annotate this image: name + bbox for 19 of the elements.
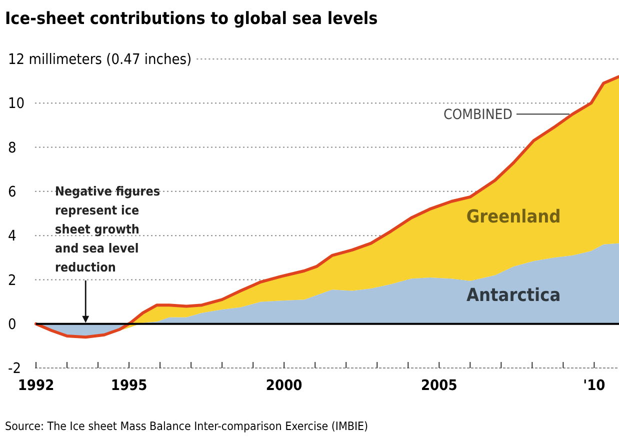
series-label: Antarctica xyxy=(466,285,561,306)
y-tick-label: -2 xyxy=(8,361,22,378)
source-note: Source: The Ice sheet Mass Balance Inter-comparison Exercise (IMBIE) xyxy=(5,419,368,433)
y-tick-label: 2 xyxy=(8,272,16,289)
annotation: COMBINED xyxy=(443,107,512,124)
x-tick-label: 2005 xyxy=(420,378,458,394)
y-tick-label: 12 millimeters (0.47 inches) xyxy=(8,52,192,68)
x-tick-label: 1995 xyxy=(110,378,148,394)
chart-title: Ice-sheet contributions to global sea levels xyxy=(5,9,378,29)
x-tick-label: 2000 xyxy=(266,378,302,394)
y-tick-label: 8 xyxy=(8,140,16,156)
x-tick-label: 1992 xyxy=(18,378,54,394)
x-tick-label: '10 xyxy=(583,378,606,394)
y-tick-label: 10 xyxy=(8,96,25,112)
y-tick-label: 6 xyxy=(8,184,16,201)
y-tick-label: 4 xyxy=(8,228,16,245)
annotation: Negative figures represent ice sheet growth and sea level reduction xyxy=(55,183,160,274)
series-label: Greenland xyxy=(466,206,561,228)
y-tick-label: 0 xyxy=(8,316,16,333)
